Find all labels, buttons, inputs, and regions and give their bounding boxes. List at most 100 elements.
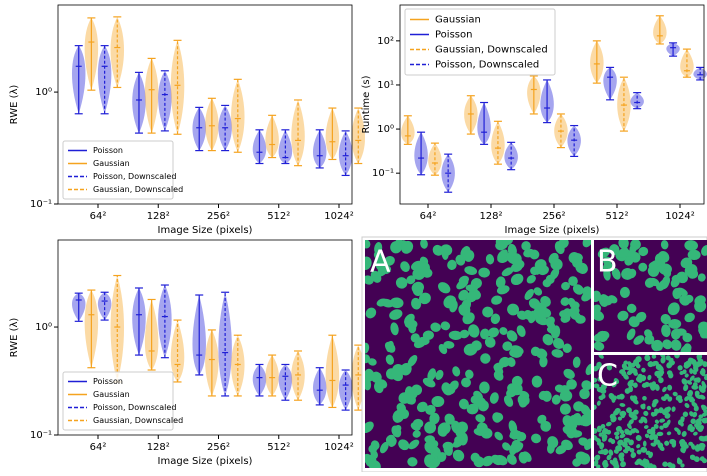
cell (683, 362, 691, 367)
cell (623, 360, 628, 365)
x-tick-label: 64² (90, 442, 107, 453)
cell (408, 439, 420, 450)
cell (636, 444, 641, 449)
x-tick-label: 512² (267, 211, 290, 222)
cell (684, 402, 690, 408)
cell (367, 358, 377, 366)
cell (509, 429, 520, 440)
cell (653, 439, 661, 445)
cell (643, 417, 648, 424)
cell (559, 310, 568, 318)
cell (627, 268, 637, 279)
cell (605, 421, 612, 427)
cell (568, 276, 578, 286)
cell (438, 282, 451, 294)
x-tick-label: 64² (420, 211, 437, 222)
legend: Poisson Gaussian Poisson, Downscaled Gaussi… (62, 371, 183, 431)
cell (585, 363, 591, 376)
cell (665, 355, 671, 361)
cell (674, 427, 680, 432)
cell (573, 253, 583, 262)
cell (664, 393, 670, 400)
cell (647, 361, 654, 368)
cell (650, 464, 657, 468)
cell (596, 400, 601, 406)
cell (375, 259, 387, 272)
cell (530, 266, 539, 276)
cell (533, 287, 543, 296)
legend-label: Gaussian (93, 390, 130, 399)
cell (529, 249, 540, 260)
cell (569, 301, 580, 310)
cell (482, 455, 494, 467)
cell (596, 425, 602, 433)
cell (560, 297, 570, 306)
legend: Poisson Gaussian Poisson, Downscaled Gaussi… (62, 140, 183, 200)
cell (510, 345, 524, 355)
cell (640, 446, 648, 453)
cell (443, 341, 455, 349)
violin-body (97, 45, 112, 114)
cell (495, 240, 508, 248)
cell (658, 279, 669, 290)
legend-label: Poisson, Downscaled (93, 403, 176, 412)
cells (365, 240, 591, 468)
cell (424, 441, 436, 454)
cell (410, 333, 420, 343)
cell (596, 363, 602, 369)
cell (631, 414, 638, 421)
cell (468, 324, 480, 338)
cell (655, 364, 662, 371)
cell (689, 368, 694, 374)
cell (365, 256, 372, 271)
cell (452, 366, 461, 377)
cell (633, 335, 645, 345)
cell (610, 415, 617, 423)
cell (493, 370, 504, 381)
cell (649, 434, 654, 441)
cell (555, 444, 567, 455)
cell (676, 287, 688, 297)
cell (597, 247, 610, 259)
violin-body (504, 142, 518, 170)
cell (684, 312, 695, 323)
legend-label: Poisson (93, 146, 123, 155)
cell (507, 243, 517, 257)
cell (537, 414, 547, 424)
cell (485, 254, 495, 265)
cell (539, 356, 548, 368)
y-tick-label: 10⁰ (35, 322, 52, 333)
cell (562, 415, 574, 428)
cell (662, 267, 672, 278)
cell (619, 429, 625, 435)
cell (662, 461, 668, 467)
cell (693, 365, 699, 372)
cell (683, 444, 689, 449)
cell (670, 277, 680, 288)
cell (622, 449, 629, 454)
cell (619, 455, 625, 462)
cell (390, 240, 402, 254)
cell (389, 297, 404, 309)
cell (689, 375, 695, 382)
cell (646, 405, 652, 411)
cell (526, 274, 536, 284)
x-tick-label: 256² (207, 211, 230, 222)
cell (389, 309, 403, 320)
legend-label: Gaussian, Downscaled (93, 416, 183, 425)
cell (652, 411, 658, 417)
cell (561, 281, 570, 291)
cell (440, 321, 451, 331)
cell (408, 322, 417, 334)
cell (629, 243, 637, 254)
cell (684, 240, 699, 251)
cell (502, 341, 513, 351)
y-axis-label: RWE (λ) (9, 85, 20, 125)
cell (497, 249, 508, 261)
cell (644, 334, 655, 345)
cell (494, 431, 504, 441)
cell (550, 267, 560, 280)
cell (507, 383, 519, 394)
x-axis-label: Image Size (pixels) (158, 456, 253, 467)
cell (437, 422, 451, 435)
